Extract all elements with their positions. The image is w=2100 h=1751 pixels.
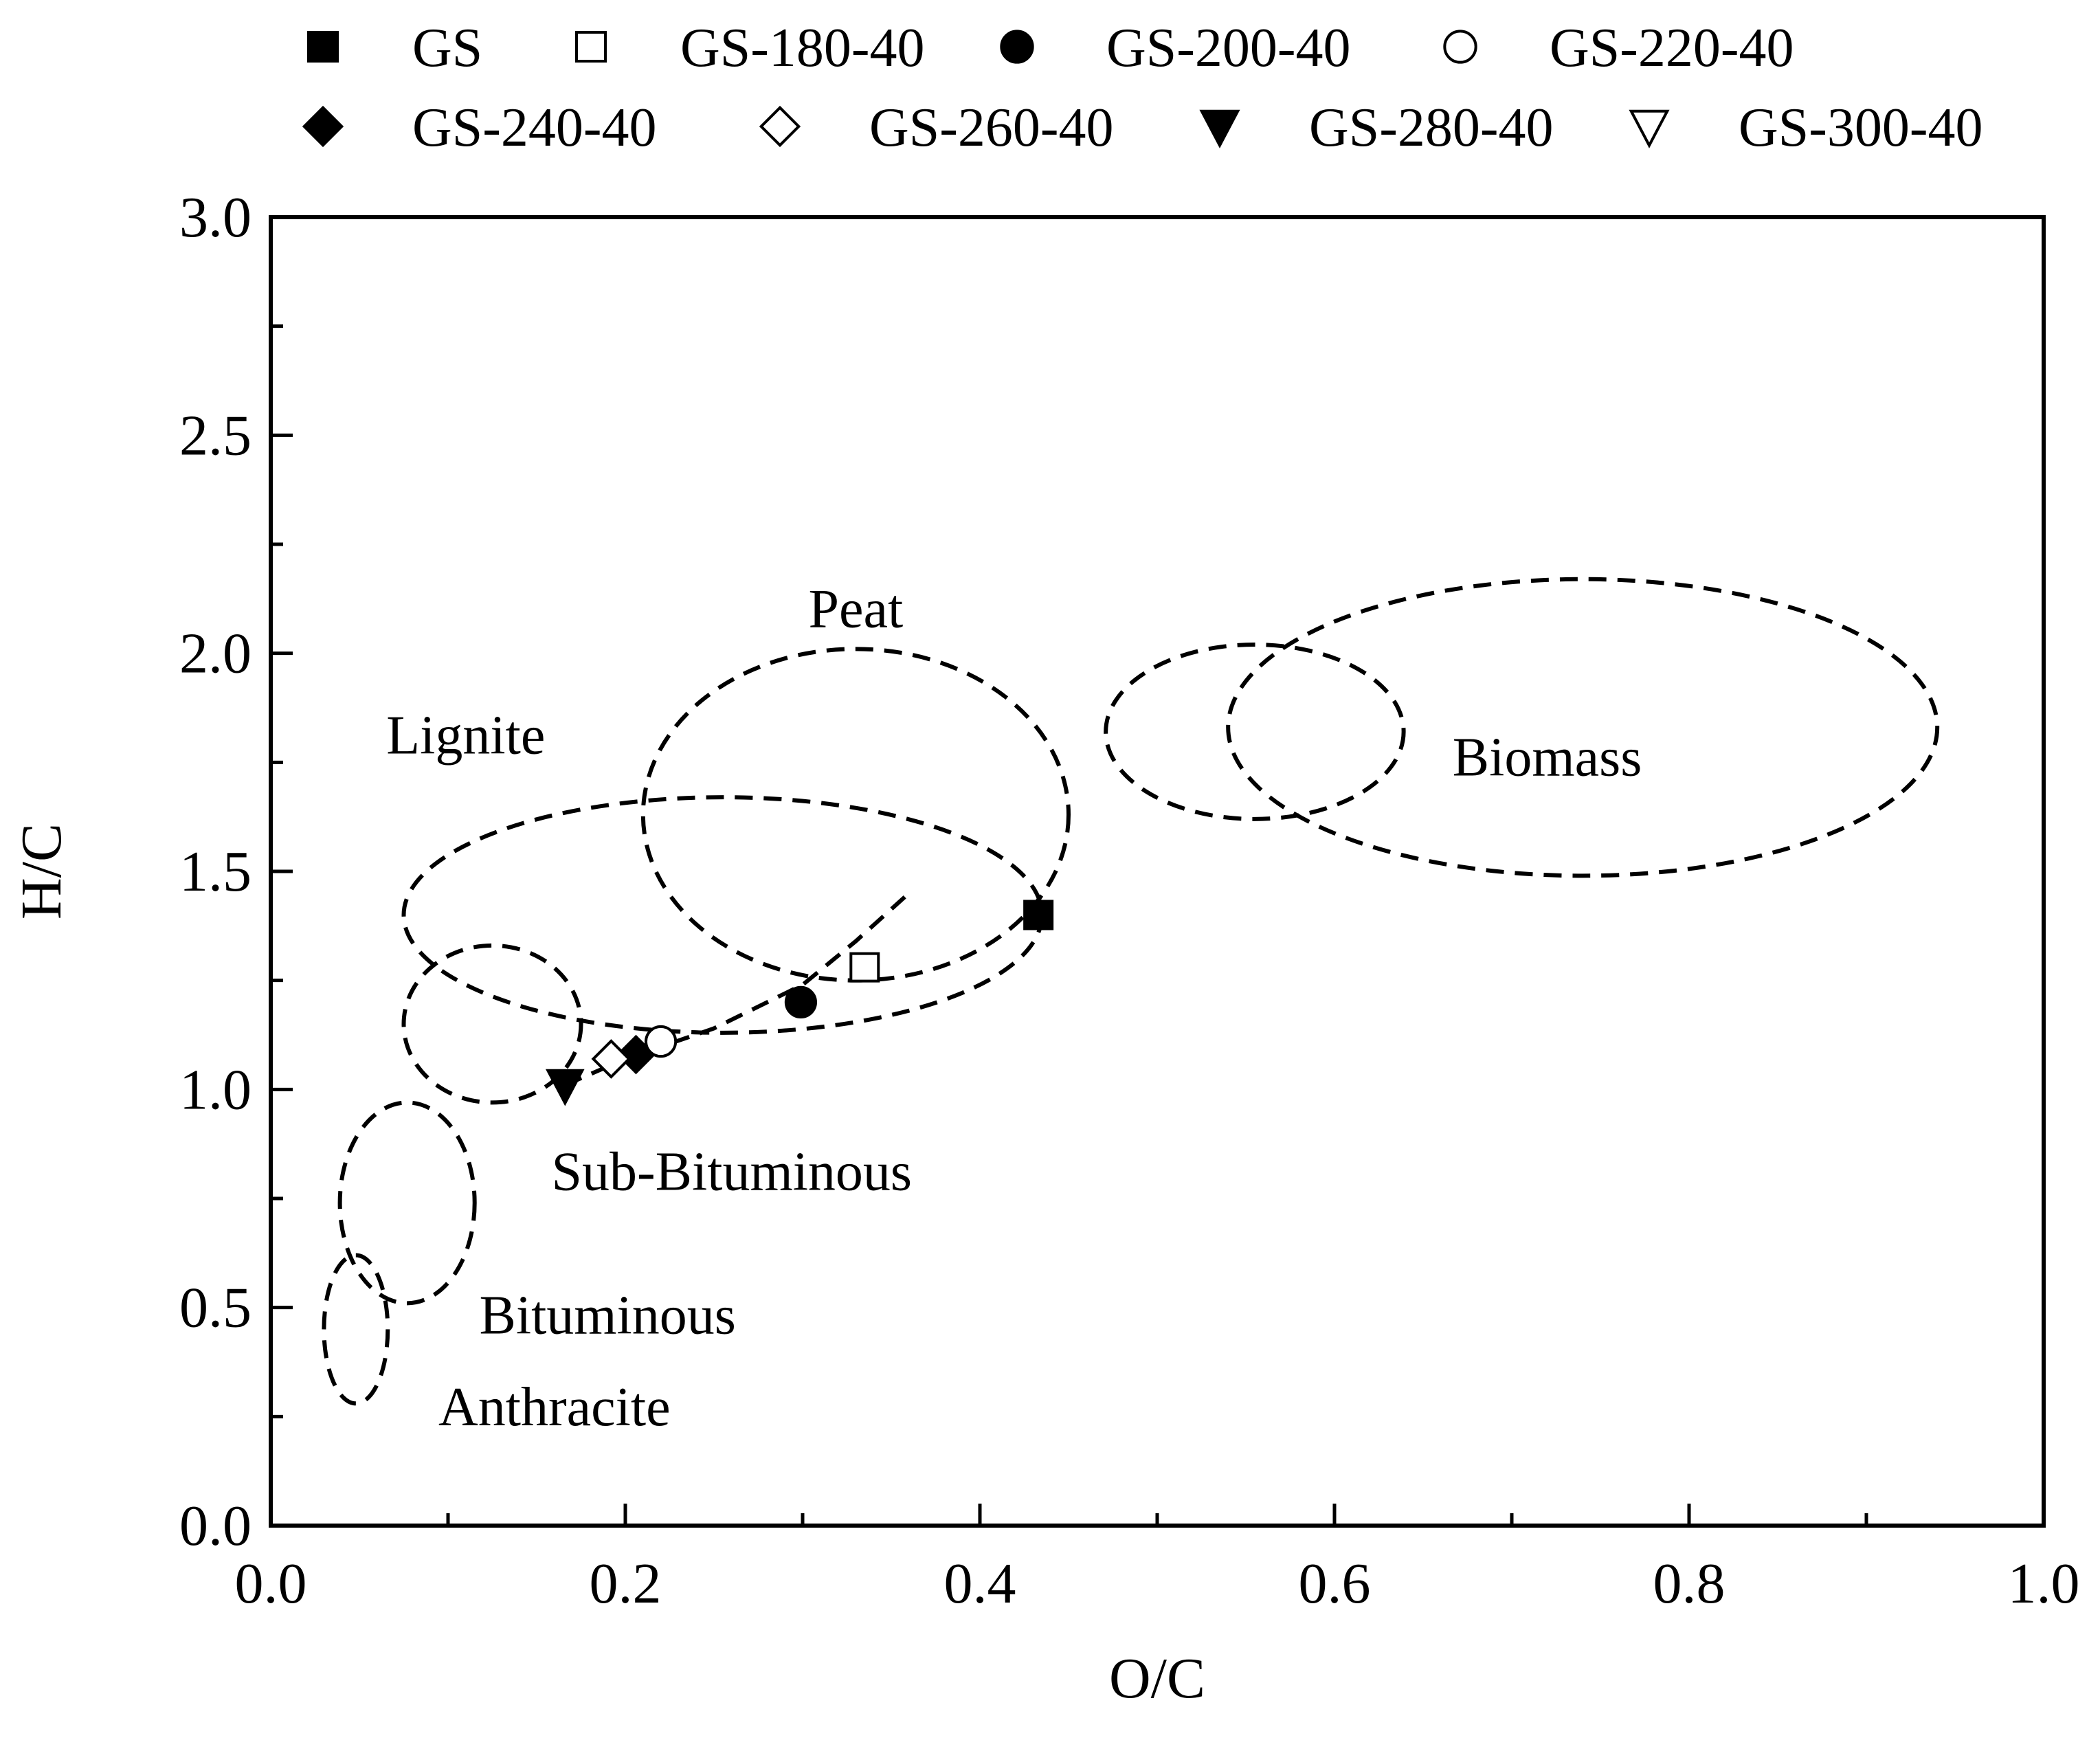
region-label-anthracite: Anthracite [438, 1377, 671, 1438]
region-label-sub-bituminous: Sub-Bituminous [552, 1141, 913, 1202]
x-tick-label: 0.6 [1299, 1552, 1371, 1616]
region-sub-bituminous-boundary [401, 943, 583, 1105]
region-label-lignite: Lignite [386, 706, 545, 766]
region-anthracite-boundary [322, 1253, 390, 1406]
legend-marker-gs-220-40 [1443, 30, 1477, 64]
y-tick-label: 0.0 [179, 1494, 252, 1558]
data-point-gs-280-40 [545, 1069, 585, 1106]
data-point-gs [1023, 900, 1054, 930]
y-tick-label: 0.5 [179, 1276, 252, 1340]
legend-label-gs: GS [412, 18, 482, 78]
legend-label-gs-260-40: GS-260-40 [869, 98, 1114, 158]
x-tick-label: 0.4 [944, 1552, 1016, 1616]
region-peat-boundary [640, 647, 1071, 983]
data-point-gs-260-40 [591, 1039, 632, 1079]
x-tick-label: 1.0 [2008, 1552, 2080, 1616]
y-tick-label: 2.5 [179, 403, 252, 467]
legend-label-gs-240-40: GS-240-40 [412, 98, 657, 158]
x-tick-label: 0.8 [1653, 1552, 1725, 1616]
region-label-bituminous: Bituminous [479, 1286, 735, 1346]
axis-ticks: 0.0 0.2 0.4 0.6 0.8 1.0 0.0 0.5 1.0 1.5 2.0 2.5 3.0 [179, 186, 2080, 1616]
region-lignite-boundary [401, 795, 1045, 1035]
legend-label-gs-300-40: GS-300-40 [1739, 98, 1983, 158]
x-tick-label: 0.2 [590, 1552, 662, 1616]
legend-label-gs-280-40: GS-280-40 [1309, 98, 1554, 158]
legend-marker-gs-260-40 [759, 105, 801, 148]
y-tick-label: 3.0 [179, 186, 252, 249]
dashed-trend-curve [564, 891, 911, 1087]
legend-marker-gs-240-40 [302, 105, 344, 148]
legend-marker-gs-280-40 [1199, 109, 1240, 148]
legend-marker-gs-300-40 [1629, 109, 1670, 148]
region-label-peat: Peat [809, 579, 904, 640]
legend-marker-gs-180-40 [575, 31, 607, 63]
legend: GS GS-180-40 GS-200-40 GS-220-40 GS-240-40 GS… [302, 18, 1983, 158]
x-axis-title: O/C [1109, 1647, 1205, 1710]
peat-biomass-boundary [1104, 642, 1406, 821]
y-tick-label: 1.5 [179, 840, 252, 904]
y-tick-label: 2.0 [179, 622, 252, 686]
data-point-gs-200-40 [784, 985, 818, 1019]
data-points [545, 900, 1054, 1106]
legend-label-gs-200-40: GS-200-40 [1106, 18, 1351, 78]
data-point-gs-220-40 [645, 1025, 678, 1058]
legend-marker-gs-200-40 [1000, 30, 1034, 64]
data-point-gs-180-40 [849, 952, 880, 983]
legend-label-gs-180-40: GS-180-40 [680, 18, 925, 78]
y-axis-title: H/C [10, 823, 74, 919]
region-bituminous-boundary [337, 1100, 477, 1306]
region-label-biomass: Biomass [1453, 727, 1642, 788]
legend-marker-gs [307, 31, 339, 63]
x-tick-label: 0.0 [235, 1552, 307, 1616]
trend-curve-layer [564, 891, 911, 1087]
region-biomass-boundary [1226, 577, 1940, 878]
legend-label-gs-220-40: GS-220-40 [1550, 18, 1794, 78]
coal-rank-regions: Biomass Peat Lignite Sub-Bituminous Bitumino… [322, 577, 1940, 1438]
y-tick-label: 1.0 [179, 1058, 252, 1122]
